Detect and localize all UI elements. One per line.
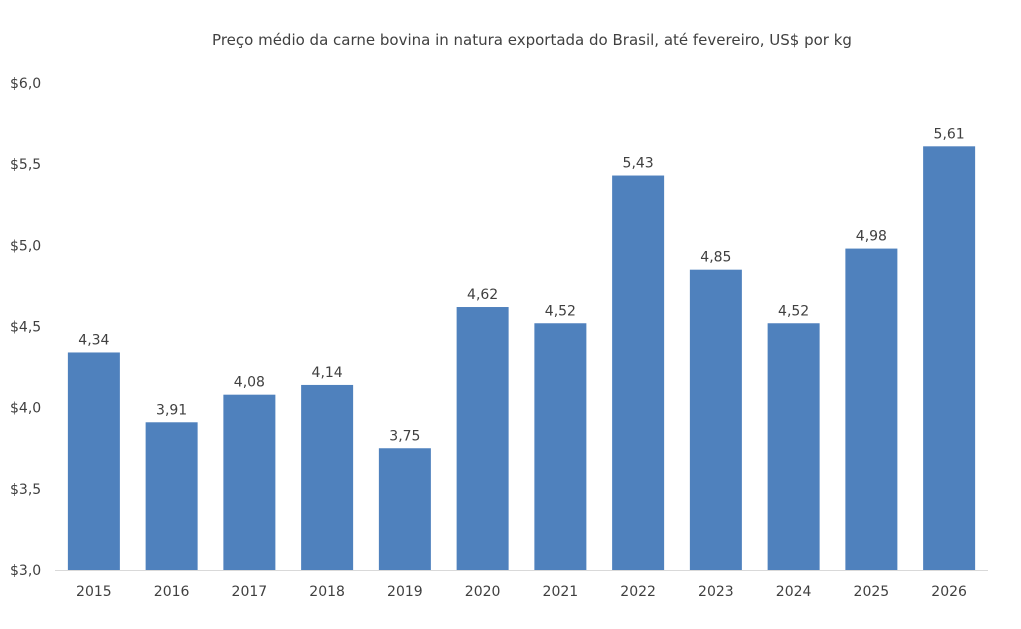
data-label: 4,52 — [778, 303, 809, 319]
bar-2021 — [534, 323, 587, 570]
y-tick-label: $3,5 — [10, 482, 41, 498]
x-tick-label: 2017 — [232, 584, 268, 600]
y-tick-label: $5,0 — [10, 238, 41, 254]
chart-title: Preço médio da carne bovina in natura ex… — [212, 31, 852, 49]
x-tick-label: 2015 — [76, 584, 112, 600]
data-label: 4,34 — [78, 332, 109, 348]
data-label: 5,43 — [623, 156, 654, 172]
data-label: 3,75 — [389, 428, 420, 444]
data-label: 3,91 — [156, 402, 187, 418]
x-tick-label: 2021 — [543, 584, 579, 600]
x-tick-label: 2025 — [854, 584, 890, 600]
data-label: 4,52 — [545, 303, 576, 319]
bar-2022 — [612, 175, 665, 570]
bar-2019 — [378, 448, 431, 570]
x-axis: 2015 2016 2017 2018 2019 2020 2021 2022 2023 2024… — [55, 570, 988, 600]
bar-2015 — [67, 352, 120, 570]
y-tick-label: $6,0 — [10, 76, 41, 92]
y-tick-label: $4,0 — [10, 401, 41, 417]
x-tick-label: 2020 — [465, 584, 501, 600]
bar-2017 — [223, 394, 276, 570]
bar-2026 — [923, 146, 976, 570]
bar-2025 — [845, 248, 898, 570]
bar-2023 — [689, 269, 742, 570]
data-label: 4,98 — [856, 229, 887, 245]
y-tick-label: $4,5 — [10, 320, 41, 336]
bar-2020 — [456, 307, 509, 570]
x-tick-label: 2019 — [387, 584, 423, 600]
y-tick-label: $3,0 — [10, 563, 41, 579]
data-label: 4,85 — [700, 250, 731, 266]
y-axis: $3,0 $3,5 $4,0 $4,5 $5,0 $5,5 $6,0 — [10, 76, 41, 579]
data-label: 4,08 — [234, 375, 265, 391]
x-tick-label: 2024 — [776, 584, 812, 600]
x-tick-label: 2016 — [154, 584, 190, 600]
x-tick-label: 2022 — [620, 584, 656, 600]
bar-2016 — [145, 422, 198, 570]
x-tick-label: 2026 — [931, 584, 967, 600]
x-tick-label: 2023 — [698, 584, 734, 600]
y-tick-label: $5,5 — [10, 157, 41, 173]
x-tick-label: 2018 — [309, 584, 345, 600]
data-label: 4,62 — [467, 287, 498, 303]
data-label: 4,14 — [312, 365, 343, 381]
data-label: 5,61 — [934, 126, 965, 142]
bars: 4,34 3,91 4,08 4,14 3,75 4,62 4,52 5,43 4,85 4,52… — [67, 126, 976, 570]
bar-2018 — [301, 384, 354, 570]
bar-2024 — [767, 323, 820, 570]
